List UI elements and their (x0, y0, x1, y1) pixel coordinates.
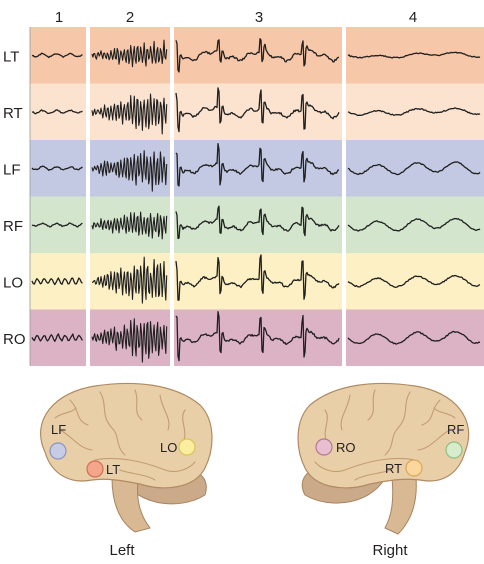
right-electrode-rt: RT (385, 459, 423, 477)
column-headers: 1 2 3 4 (55, 9, 417, 26)
eeg-trace-lt-col3 (175, 38, 339, 73)
electrode-label-lo: LO (160, 440, 177, 455)
electrode-label-rt: RT (385, 461, 402, 476)
column-header-2: 2 (126, 9, 134, 26)
right-brainstem (384, 477, 417, 535)
left-brain-caption: Left (109, 542, 135, 559)
row-label-lo: LO (3, 274, 23, 291)
band-rf-col4 (346, 196, 484, 253)
band-ro-col3 (174, 309, 342, 366)
band-lt-col4 (346, 27, 484, 84)
right-brain-diagram: RO RT RF Right (297, 382, 470, 559)
left-brainstem (111, 477, 151, 533)
electrode-marker-lf (49, 442, 67, 460)
band-lf-col4 (346, 140, 484, 197)
eeg-trace-rf-col3 (175, 205, 340, 239)
eeg-trace-rt-col1 (31, 109, 83, 115)
eeg-trace-rt-col3 (175, 87, 340, 133)
eeg-trace-lo-col1 (31, 277, 83, 286)
electrode-label-lt: LT (106, 462, 120, 477)
eeg-trace-lf-col1 (31, 165, 83, 171)
electrode-marker-rt (405, 459, 423, 477)
eeg-trace-rf-col2 (91, 211, 168, 240)
column-header-1: 1 (55, 9, 63, 26)
eeg-trace-rt-col2 (91, 93, 168, 135)
eeg-trace-rf-col1 (31, 222, 83, 228)
right-electrode-rf: RF (445, 422, 464, 459)
eeg-trace-ro-col2 (91, 318, 168, 363)
band-lf-col3 (174, 140, 342, 197)
band-rt-col3 (174, 83, 342, 140)
eeg-trace-ro-col1 (31, 333, 83, 342)
band-ro-col4 (346, 309, 484, 366)
left-brain-diagram: LF LT LO Left (40, 382, 213, 559)
right-brain-caption: Right (372, 542, 408, 559)
row-label-ro: RO (3, 331, 26, 348)
left-brain-folds (54, 389, 196, 481)
eeg-trace-lo-col2 (91, 256, 168, 304)
band-lt-col3 (174, 27, 342, 84)
eeg-trace-lf-col2 (91, 150, 168, 192)
band-lo-col4 (346, 253, 484, 310)
eeg-trace-lf-col3 (175, 142, 340, 187)
left-electrode-lo: LO (160, 438, 196, 456)
electrode-marker-lt (86, 460, 104, 478)
eeg-trace-lt-col2 (91, 39, 168, 68)
row-label-rt: RT (3, 105, 23, 122)
row-label-lt: LT (3, 48, 19, 65)
eeg-trace-rt-col4 (347, 107, 481, 117)
eeg-trace-rf-col4 (347, 217, 481, 232)
band-rf-col3 (174, 196, 342, 253)
eeg-trace-ro-col4 (347, 330, 481, 345)
band-lo-col3 (174, 253, 342, 310)
electrode-label-rf: RF (447, 422, 464, 437)
left-electrode-lt: LT (86, 460, 120, 478)
electrode-label-lf: LF (51, 422, 66, 437)
eeg-trace-lt-col1 (31, 52, 83, 59)
column-header-4: 4 (409, 9, 417, 26)
row-label-rf: RF (3, 218, 23, 235)
eeg-trace-lo-col3 (175, 254, 340, 301)
left-electrode-lf: LF (49, 422, 67, 460)
eeg-trace-lo-col4 (347, 274, 481, 288)
right-electrode-ro: RO (315, 438, 356, 456)
electrode-marker-ro (315, 438, 333, 456)
electrode-marker-lo (178, 438, 196, 456)
band-rt-col4 (346, 83, 484, 140)
left-brain-hemisphere (40, 382, 213, 489)
electrode-marker-rf (445, 441, 463, 459)
electrode-label-ro: RO (336, 440, 356, 455)
eeg-trace-lt-col4 (347, 51, 481, 59)
column-header-3: 3 (255, 9, 263, 26)
right-brain-hemisphere (297, 382, 470, 489)
row-label-lf: LF (3, 161, 21, 178)
eeg-trace-ro-col3 (175, 311, 340, 362)
eeg-trace-lf-col4 (347, 161, 481, 176)
eeg-grid (29, 27, 484, 366)
row-labels: LT RT LF RF LO RO (3, 48, 26, 348)
